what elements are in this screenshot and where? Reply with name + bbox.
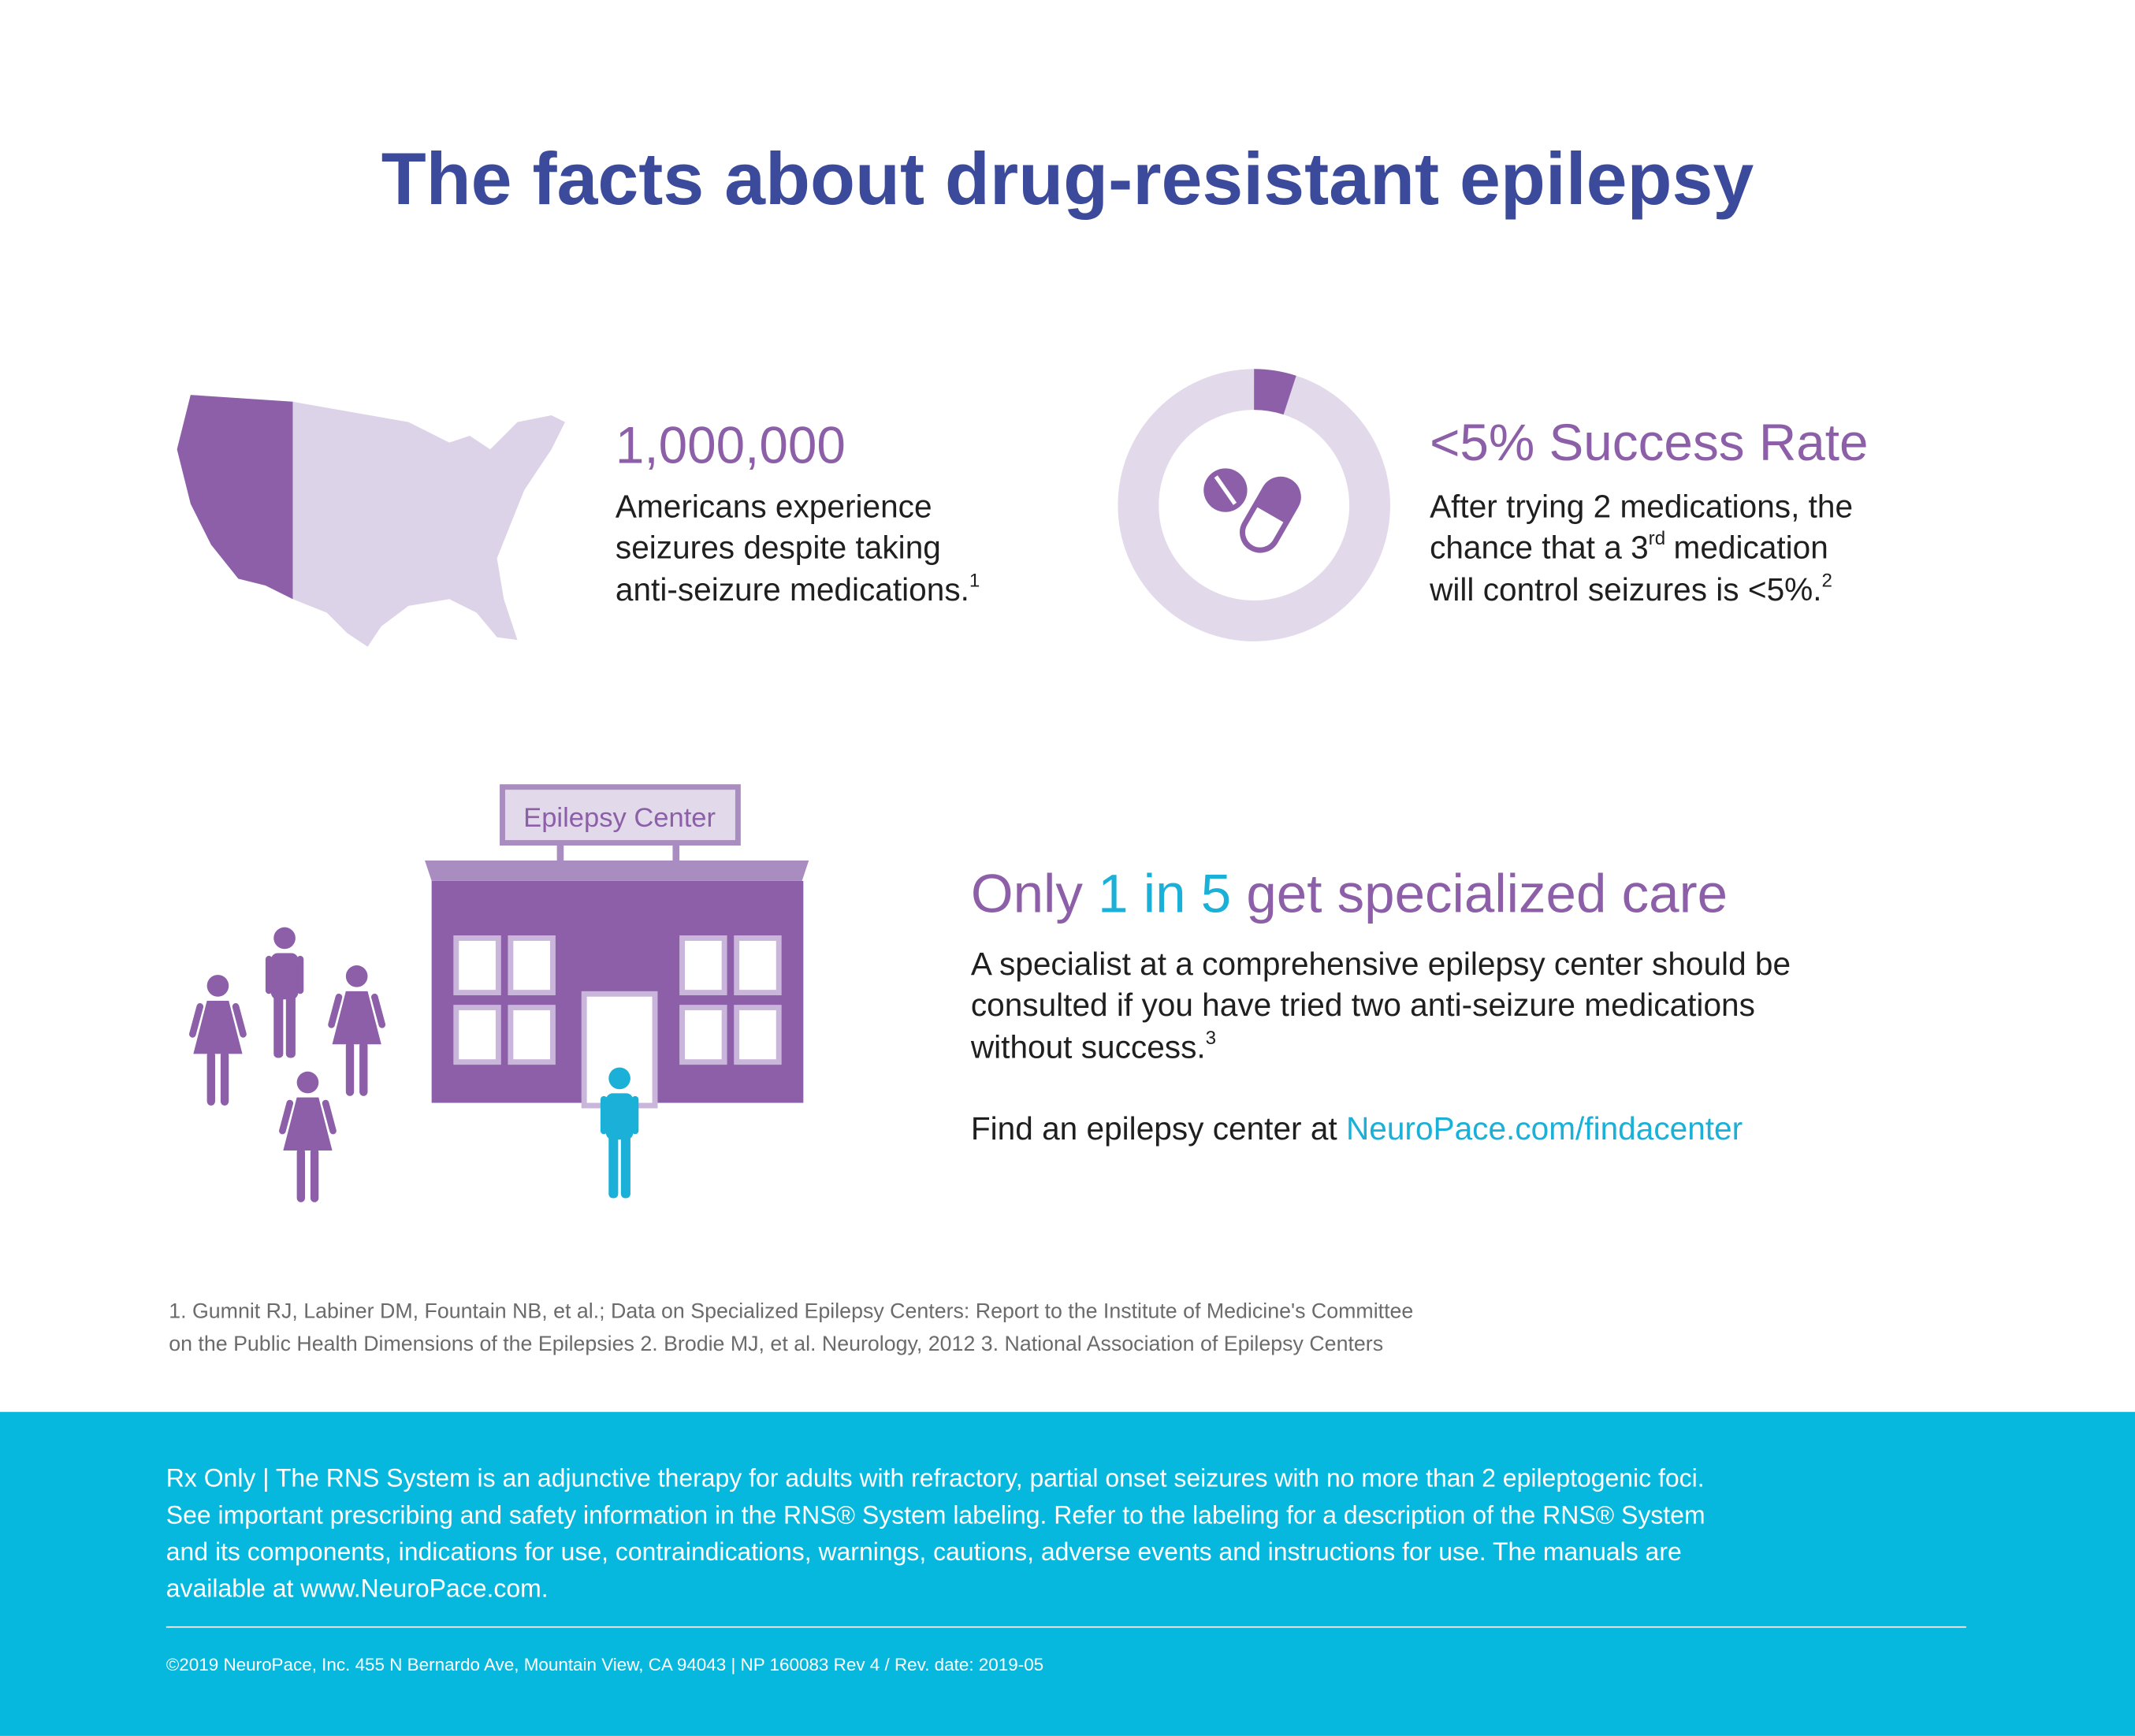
fact-text: without success.3	[970, 1028, 1216, 1065]
fact-text: anti-seizure medications.1	[616, 571, 980, 608]
sign-text: Epilepsy Center	[523, 803, 716, 833]
fact-heading: 1,000,000	[616, 417, 846, 474]
fact-text: seizures despite taking	[616, 529, 941, 565]
footer-text: Rx Only | The RNS System is an adjunctiv…	[166, 1464, 1705, 1493]
copyright: ©2019 NeuroPace, Inc. 455 N Bernardo Ave…	[166, 1655, 1043, 1675]
fact-text: will control seizures is <5%.2	[1429, 571, 1832, 608]
reference: on the Public Health Dimensions of the E…	[169, 1332, 1383, 1355]
epilepsy-center-building	[425, 784, 809, 1109]
fact-heading: Only 1 in 5 get specialized care	[971, 863, 1728, 924]
fact-text: After trying 2 medications, the	[1430, 489, 1853, 525]
reference: 1. Gumnit RJ, Labiner DM, Fountain NB, e…	[169, 1299, 1413, 1322]
footer-text: available at www.NeuroPace.com.	[166, 1574, 549, 1603]
fact-text: A specialist at a comprehensive epilepsy…	[971, 946, 1791, 982]
donut-icon	[1118, 369, 1390, 641]
footer-text: and its components, indications for use,…	[166, 1537, 1682, 1566]
find-center-link[interactable]: NeuroPace.com/findacenter	[1346, 1110, 1743, 1147]
fact-text: chance that a 3rd medication	[1430, 528, 1828, 565]
footer-text: See important prescribing and safety inf…	[166, 1500, 1705, 1529]
fact-text: Americans experience	[616, 489, 932, 525]
fact-text: consulted if you have tried two anti-sei…	[971, 987, 1755, 1023]
find-center: Find an epilepsy center at NeuroPace.com…	[971, 1110, 1743, 1147]
title: The facts about drug-resistant epilepsy	[381, 138, 1754, 220]
fact-heading: <5% Success Rate	[1430, 414, 1868, 471]
footer-band	[0, 1411, 2135, 1736]
